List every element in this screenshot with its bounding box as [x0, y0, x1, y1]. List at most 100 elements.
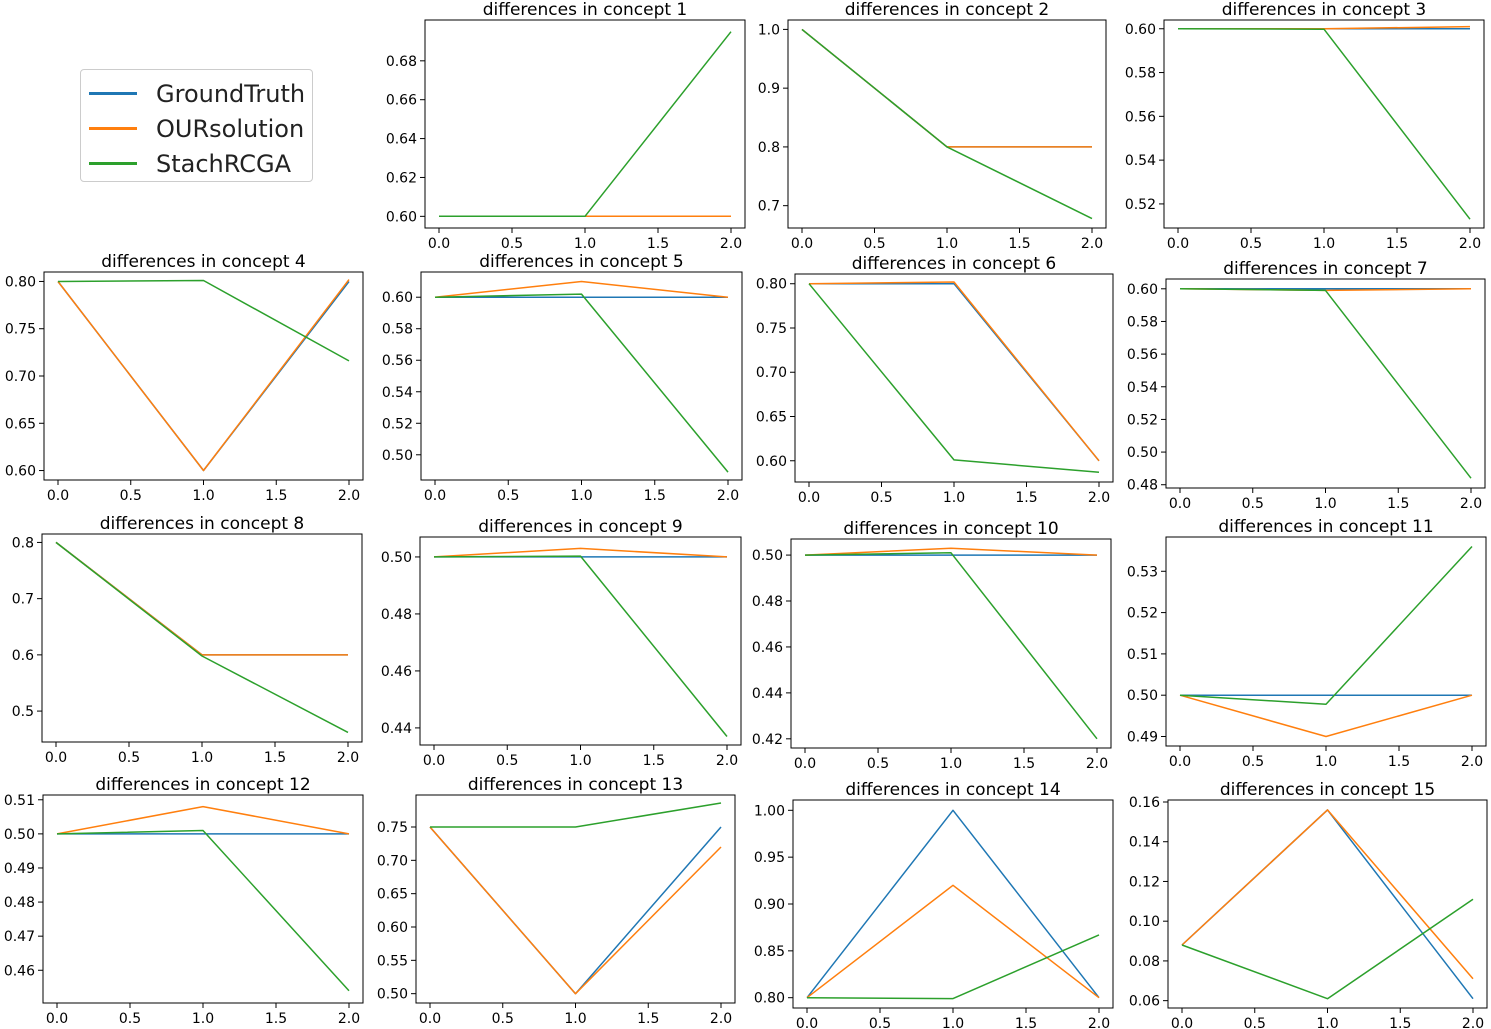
- y-tick-label: 0.51: [4, 793, 35, 809]
- subplot-concept-4: differences in concept 4 0.0 0.5 1.0 1.5 2.0 0…: [5, 252, 364, 504]
- x-tick-label: 1.0: [192, 1011, 214, 1027]
- x-tick-label: 2.0: [1081, 236, 1103, 252]
- x-tick-label: 0.0: [1169, 496, 1191, 512]
- y-tick-label: 0.64: [386, 132, 417, 148]
- axes-frame: [419, 536, 742, 746]
- subplot-concept-2: differences in concept 2 0.0 0.5 1.0 1.5 2.0 0…: [758, 0, 1107, 252]
- x-tick-label: 1.5: [1015, 490, 1037, 506]
- y-tick-label: 0.6: [12, 648, 34, 664]
- y-tick-label: 1.00: [754, 803, 785, 819]
- axes-frame: [43, 271, 364, 481]
- axes-frame: [1165, 278, 1486, 489]
- y-tick-label: 0.54: [1127, 380, 1158, 396]
- x-tick-label: 1.0: [192, 488, 214, 504]
- x-tick-label: 2.0: [720, 236, 742, 252]
- series-line-groundtruth: [801, 28, 1092, 148]
- y-tick-label: 0.70: [5, 369, 36, 385]
- x-tick-label: 1.0: [1313, 236, 1335, 252]
- x-tick-label: 1.0: [574, 236, 596, 252]
- x-tick-label: 0.5: [118, 750, 140, 766]
- x-tick-label: 2.0: [338, 1011, 360, 1027]
- axes-frame: [424, 19, 746, 229]
- series-line-stachrcga: [433, 555, 728, 737]
- x-tick-label: 2.0: [1460, 496, 1482, 512]
- x-tick-label: 0.0: [424, 488, 446, 504]
- y-tick-label: 0.44: [752, 686, 783, 702]
- x-tick-label: 0.5: [501, 236, 523, 252]
- subplot-concept-6: differences in concept 6 0.0 0.5 1.0 1.5 2.0 0…: [756, 254, 1114, 506]
- x-tick-label: 0.0: [423, 753, 445, 769]
- axes-frame: [1167, 799, 1488, 1009]
- x-tick-label: 1.0: [570, 488, 592, 504]
- x-tick-label: 2.0: [1088, 1016, 1110, 1029]
- series-line-oursolution: [433, 547, 728, 558]
- x-tick-label: 1.5: [1015, 1016, 1037, 1029]
- x-tick-label: 0.0: [419, 1011, 441, 1027]
- x-tick-label: 0.5: [119, 1011, 141, 1027]
- x-tick-label: 1.5: [265, 1011, 287, 1027]
- series-line-stachrcga: [801, 28, 1093, 220]
- legend-label: StachRCGA: [156, 149, 292, 178]
- y-tick-label: 0.60: [382, 290, 413, 306]
- x-tick-label: 0.0: [1169, 754, 1191, 770]
- y-tick-label: 0.75: [5, 322, 36, 338]
- y-tick-label: 0.65: [756, 410, 787, 426]
- y-tick-label: 0.65: [5, 416, 36, 432]
- legend-item-oursolution: OURsolution: [81, 111, 312, 146]
- y-tick-label: 0.42: [752, 732, 783, 748]
- legend-line-icon: [89, 127, 137, 130]
- subplot-title: differences in concept 5: [479, 252, 684, 272]
- x-tick-label: 2.0: [1461, 754, 1483, 770]
- subplot-title: differences in concept 15: [1220, 780, 1435, 800]
- subplot-title: differences in concept 3: [1222, 0, 1427, 20]
- x-tick-label: 1.0: [191, 750, 213, 766]
- y-tick-label: 0.60: [1125, 22, 1156, 38]
- y-tick-label: 0.50: [1127, 445, 1158, 461]
- y-tick-label: 0.44: [381, 721, 412, 737]
- subplot-concept-11: differences in concept 11 0.0 0.5 1.0 1.5 2.0…: [1127, 517, 1487, 770]
- y-tick-label: 0.53: [1127, 564, 1158, 580]
- x-tick-label: 2.0: [716, 753, 738, 769]
- x-tick-label: 2.0: [1462, 1016, 1484, 1029]
- x-tick-label: 2.0: [1459, 236, 1481, 252]
- y-tick-label: 0.75: [756, 321, 787, 337]
- subplot-concept-5: differences in concept 5 0.0 0.5 1.0 1.5 2.0 0…: [382, 252, 743, 504]
- y-tick-label: 0.56: [382, 353, 413, 369]
- series-line-oursolution: [804, 547, 1098, 556]
- x-tick-label: 0.5: [867, 756, 889, 772]
- subplot-title: differences in concept 9: [478, 517, 683, 537]
- legend-label: OURsolution: [156, 114, 305, 143]
- y-tick-label: 0.8: [12, 535, 34, 551]
- y-tick-label: 0.50: [377, 987, 408, 1003]
- x-tick-label: 1.5: [637, 1011, 659, 1027]
- x-tick-label: 2.0: [338, 488, 360, 504]
- subplot-concept-7: differences in concept 7 0.0 0.5 1.0 1.5 2.0 0…: [1127, 259, 1486, 512]
- axes-frame: [787, 19, 1107, 229]
- x-tick-label: 0.0: [428, 236, 450, 252]
- subplot-concept-15: differences in concept 15 0.0 0.5 1.0 1.5 2.0…: [1129, 780, 1488, 1029]
- y-tick-label: 0.52: [1127, 412, 1158, 428]
- y-tick-label: 0.52: [382, 416, 413, 432]
- y-tick-label: 0.51: [1127, 647, 1158, 663]
- x-tick-label: 0.5: [869, 1016, 891, 1029]
- y-tick-label: 0.50: [4, 827, 35, 843]
- x-tick-label: 1.0: [569, 753, 591, 769]
- y-tick-label: 0.80: [756, 277, 787, 293]
- axes-frame: [42, 794, 364, 1004]
- x-tick-label: 1.0: [1315, 754, 1337, 770]
- y-tick-label: 1.0: [758, 22, 780, 38]
- x-tick-label: 1.5: [1388, 754, 1410, 770]
- y-tick-label: 0.85: [754, 944, 785, 960]
- subplot-title: differences in concept 4: [101, 252, 306, 272]
- x-tick-label: 0.5: [497, 488, 519, 504]
- series-line-oursolution: [801, 28, 1092, 148]
- y-tick-label: 0.48: [4, 895, 35, 911]
- y-tick-label: 0.90: [754, 897, 785, 913]
- y-tick-label: 0.5: [12, 704, 34, 720]
- y-tick-label: 0.52: [1127, 606, 1158, 622]
- series-line-groundtruth: [55, 541, 348, 656]
- x-tick-label: 0.5: [492, 1011, 514, 1027]
- y-tick-label: 0.60: [1127, 282, 1158, 298]
- subplot-concept-10: differences in concept 10 0.0 0.5 1.0 1.5 2.0…: [752, 519, 1112, 772]
